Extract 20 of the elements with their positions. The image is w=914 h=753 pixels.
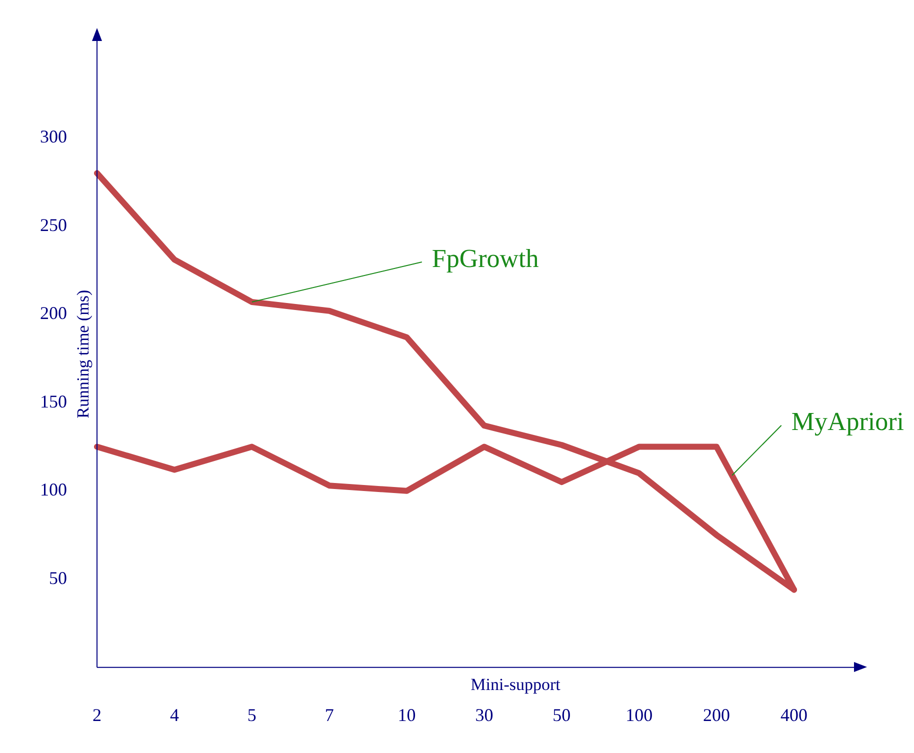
- x-tick-label: 30: [475, 704, 494, 725]
- y-tick-label: 100: [40, 480, 67, 500]
- text: FpGrowth: [432, 244, 539, 273]
- x-tick-label: 400: [780, 704, 808, 725]
- y-axis-title: Running time (ms): [73, 290, 92, 418]
- x-tick-label: 7: [324, 704, 334, 725]
- x-axis-title: Mini-support: [470, 674, 561, 694]
- text: MyApriori: [791, 407, 904, 436]
- x-tick-label: 5: [247, 704, 256, 725]
- x-tick-label: 50: [552, 704, 571, 725]
- x-tick-label: 100: [626, 704, 653, 725]
- x-tick-label: 2: [92, 704, 102, 725]
- x-tick-label: 200: [703, 704, 730, 725]
- y-tick-label: 300: [40, 126, 67, 147]
- y-tick-label: 200: [40, 303, 67, 324]
- y-tick-label: 150: [40, 391, 67, 412]
- x-tick-label: 10: [398, 704, 416, 725]
- y-tick-label: 50: [49, 568, 67, 588]
- y-tick-label: 250: [40, 214, 67, 235]
- x-tick-label: 4: [170, 704, 179, 725]
